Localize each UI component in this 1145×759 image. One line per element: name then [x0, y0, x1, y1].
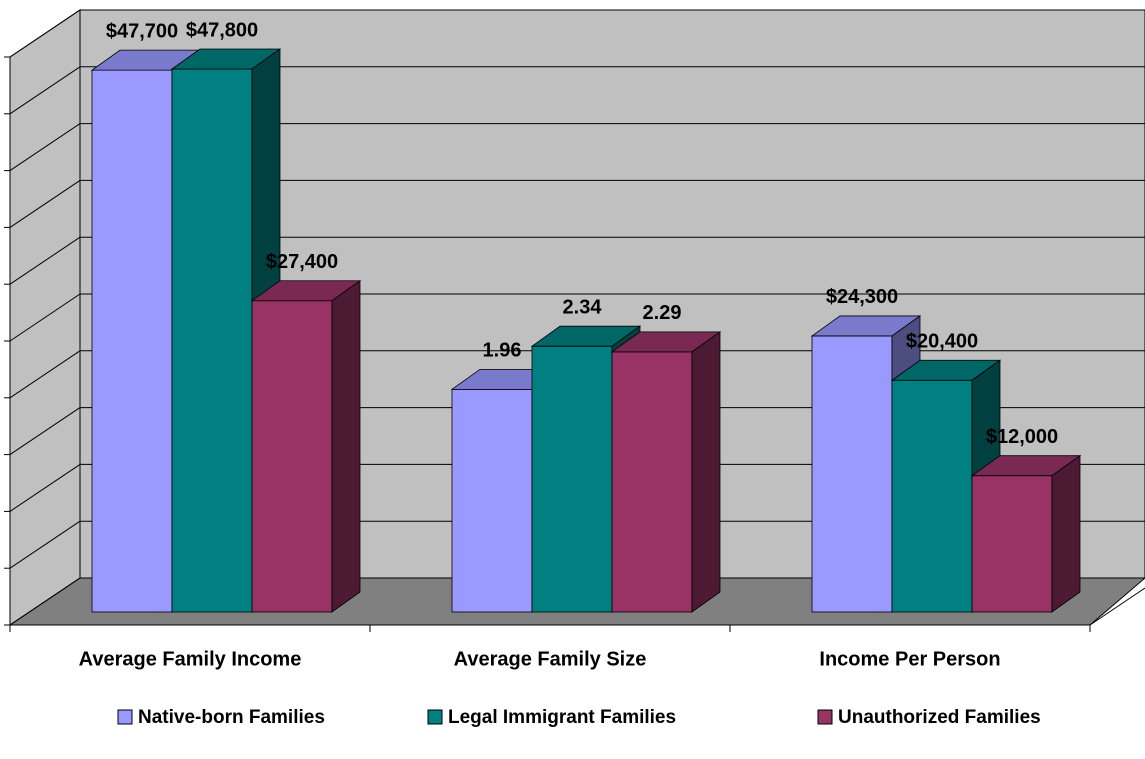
- legend-label: Legal Immigrant Families: [448, 707, 676, 728]
- x-tick-label: Income Per Person: [819, 648, 1000, 670]
- bar-front: [611, 351, 693, 613]
- legend-swatch: [817, 709, 833, 725]
- bar-front: [91, 69, 173, 613]
- bar: [250, 279, 362, 613]
- x-tick-label: Average Family Size: [454, 648, 647, 670]
- bar: [970, 454, 1082, 613]
- grid-line-side: [9, 293, 81, 342]
- grid-line-side: [9, 463, 81, 512]
- bar-front: [531, 345, 613, 613]
- data-label: $47,700: [106, 20, 178, 42]
- x-tick-label: Average Family Income: [79, 648, 302, 670]
- grid-line-side: [9, 9, 81, 58]
- bar: [610, 331, 722, 613]
- data-label: $47,800: [186, 19, 258, 41]
- grid-line-side: [9, 407, 81, 456]
- data-label: 2.29: [643, 302, 682, 324]
- bar-front: [811, 335, 893, 613]
- legend-label: Unauthorized Families: [838, 707, 1041, 728]
- data-label: $12,000: [986, 426, 1058, 448]
- legend-label: Native-born Families: [138, 707, 325, 728]
- bar-front: [971, 475, 1053, 613]
- legend-swatch: [427, 709, 443, 725]
- grid-line-side: [9, 179, 81, 228]
- bar-front: [891, 379, 973, 613]
- bar-front: [251, 300, 333, 613]
- grid-line-side: [9, 350, 81, 399]
- data-label: $20,400: [906, 331, 978, 353]
- x-axis-end: [1089, 587, 1145, 626]
- bar-front: [451, 388, 533, 613]
- data-label: 1.96: [483, 340, 522, 362]
- legend-swatch: [117, 709, 133, 725]
- data-label: $24,300: [826, 286, 898, 308]
- bar-side: [331, 279, 361, 613]
- bar-side: [1051, 454, 1081, 613]
- bar-front: [171, 68, 253, 613]
- grid-line-side: [9, 66, 81, 115]
- bar-side: [691, 331, 721, 613]
- grid-line-side: [9, 520, 81, 569]
- data-label: $27,400: [266, 251, 338, 273]
- grid-line-side: [9, 123, 81, 172]
- grid-line-side: [9, 577, 81, 626]
- grid-line-side: [9, 236, 81, 285]
- data-label: 2.34: [563, 296, 603, 318]
